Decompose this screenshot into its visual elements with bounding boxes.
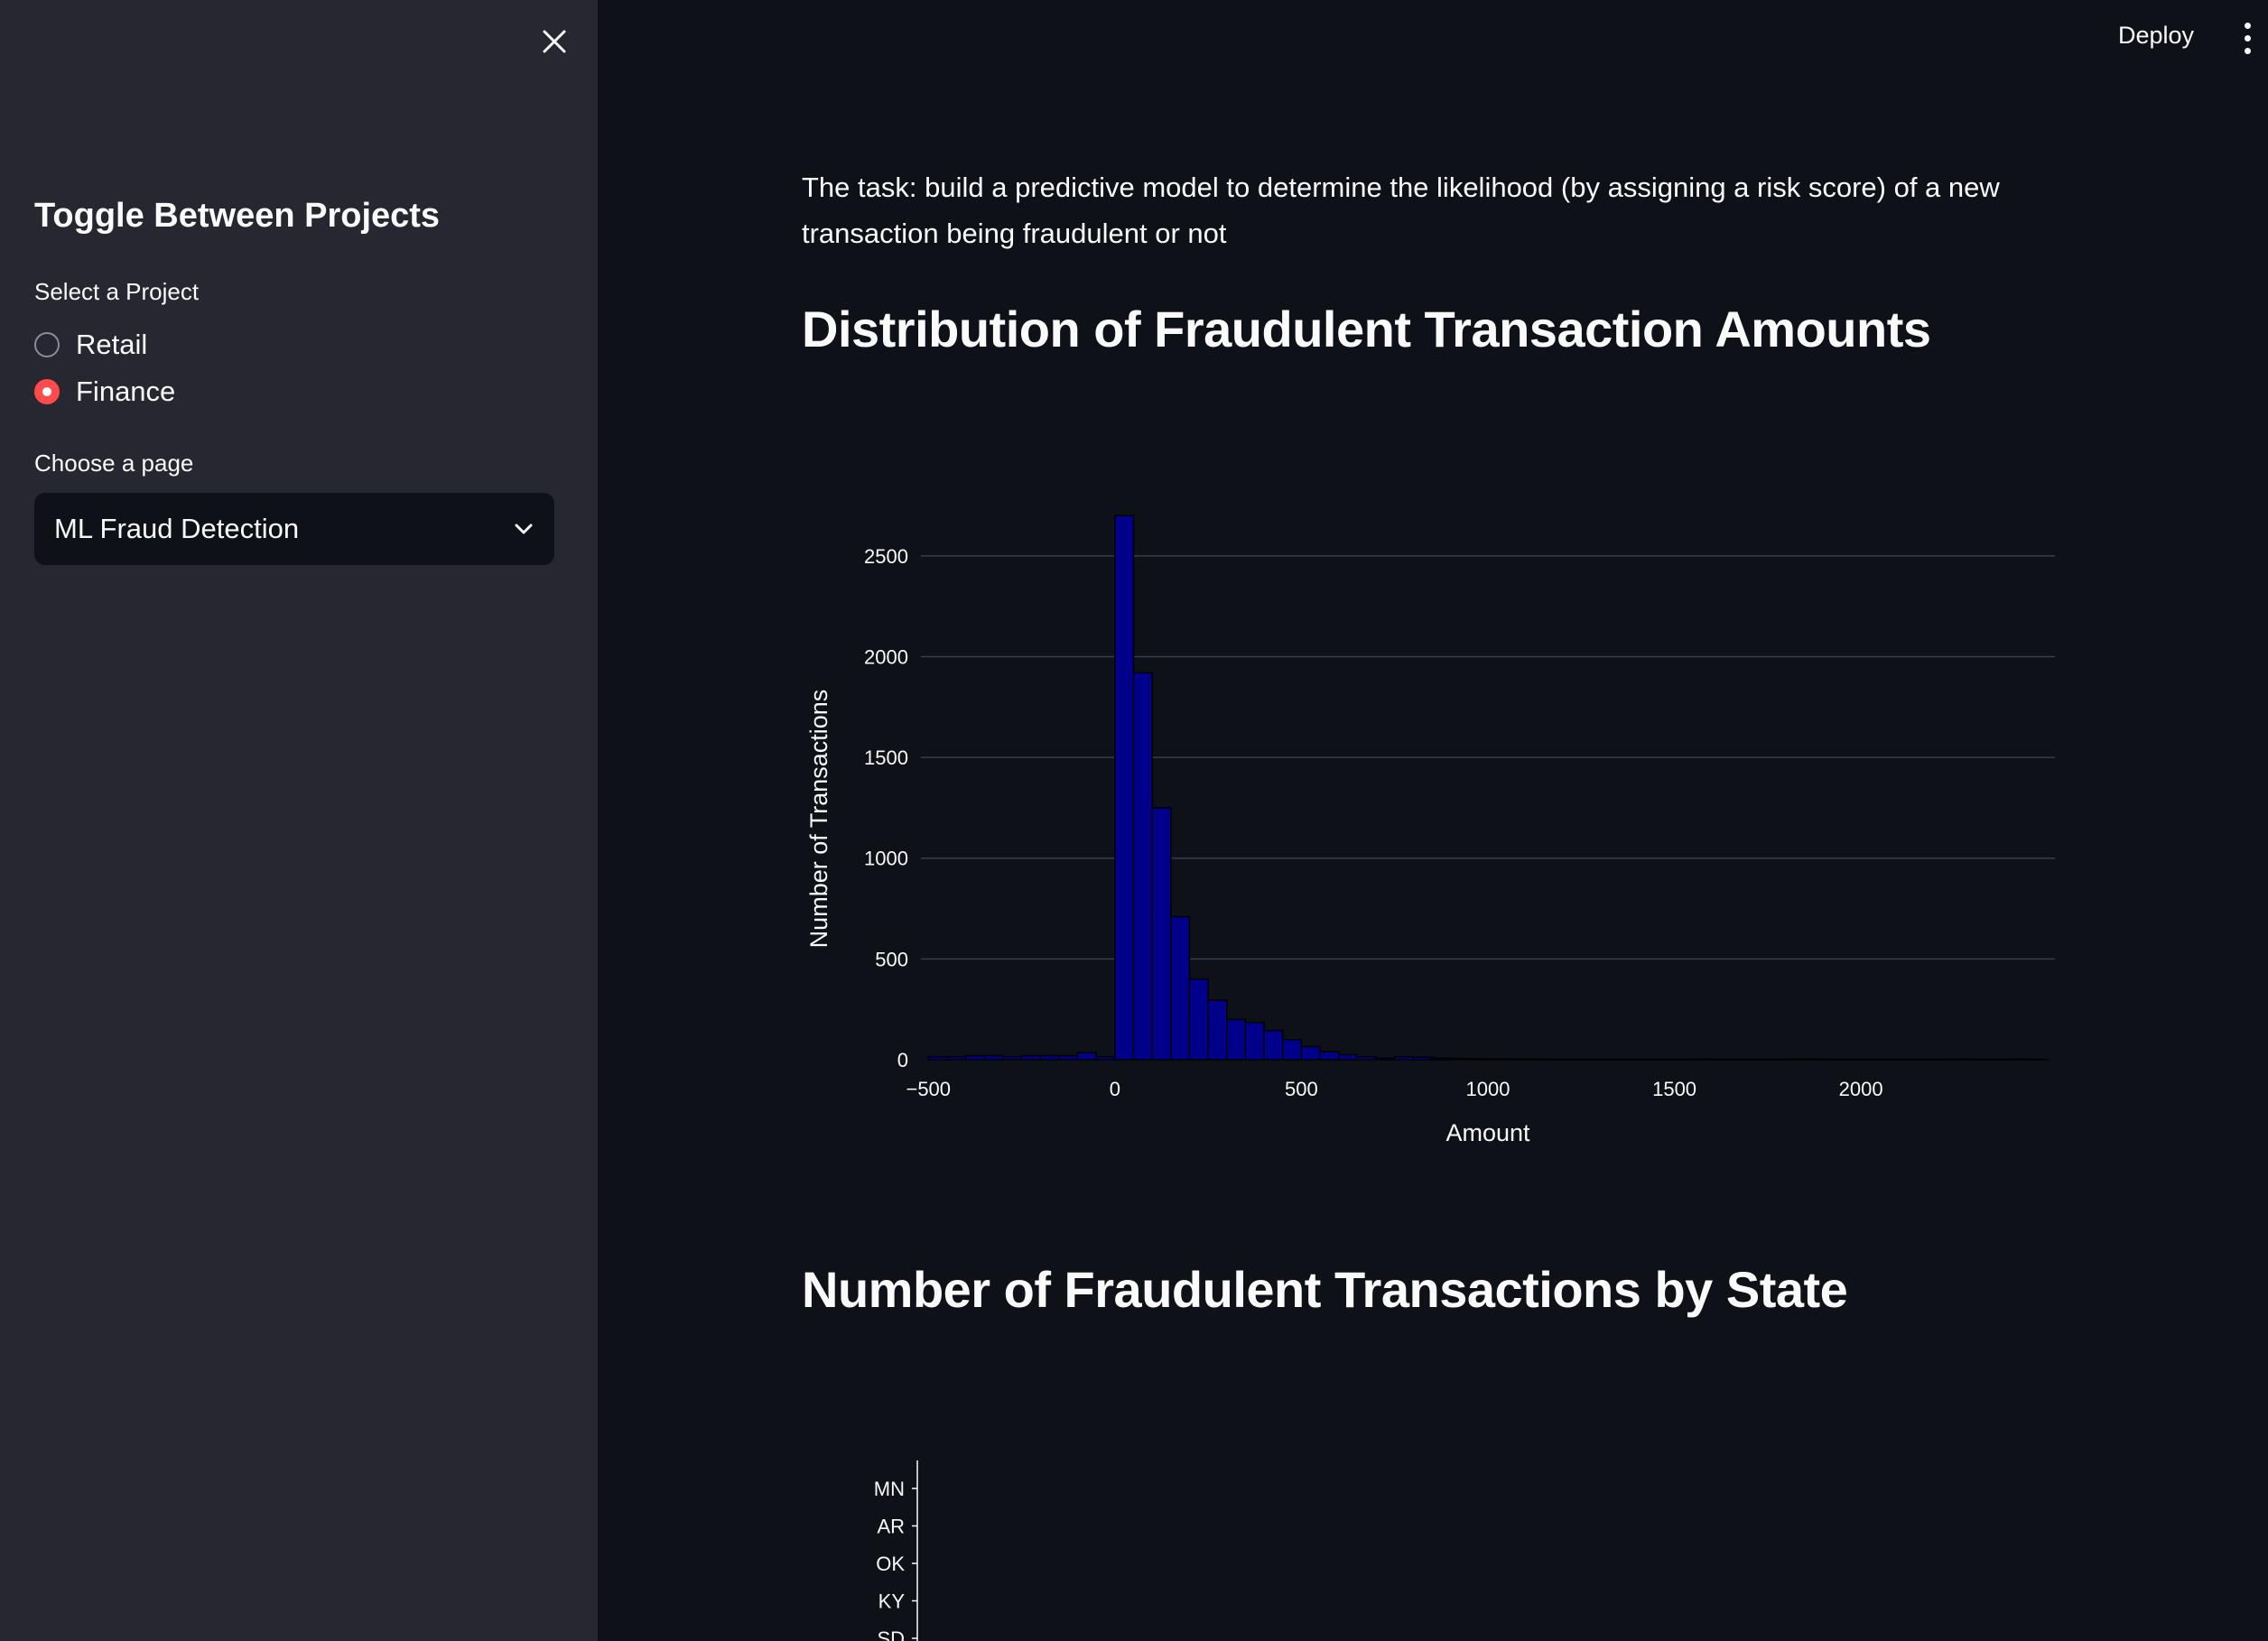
histogram-bar: [1058, 1054, 1079, 1061]
histogram-bar: [1076, 1052, 1097, 1061]
histogram-bar: [964, 1054, 985, 1061]
histogram-bar: [1263, 1029, 1284, 1061]
histogram-bar: [1356, 1055, 1377, 1061]
histogram-bar: [1282, 1038, 1303, 1061]
x-tick-label: 1000: [1466, 1078, 1510, 1100]
amount-histogram-chart: 0 500 1000 1500 2000 2500 −500 0 500 1000 1500 2000…: [805, 515, 2055, 1146]
histogram-bar: [1505, 1058, 1527, 1061]
histogram-bar: [1170, 915, 1191, 1061]
histogram-bar: [1039, 1054, 1060, 1061]
close-icon: [543, 30, 566, 53]
y-tick-label: 2000: [864, 645, 908, 668]
x-tick-label: 500: [1285, 1078, 1318, 1100]
sidebar: Toggle Between Projects Select a Project…: [0, 0, 598, 1641]
histogram-bar: [1188, 978, 1209, 1061]
y-tick-label: 500: [875, 948, 908, 970]
histogram-bar: [1449, 1057, 1471, 1061]
state-label: MN: [874, 1478, 905, 1500]
radio-unchecked-icon[interactable]: [34, 332, 60, 357]
y-tick-label: 0: [897, 1049, 908, 1071]
x-tick-label: 0: [1110, 1078, 1120, 1100]
y-tick-label: 2500: [864, 545, 908, 568]
task-description: The task: build a predictive model to de…: [802, 172, 2000, 249]
histogram-bar: [1337, 1053, 1359, 1061]
state-label: SD: [877, 1627, 905, 1641]
main-menu-button[interactable]: [2234, 16, 2261, 60]
histogram-bar: [1785, 1058, 1806, 1061]
radio-option-retail[interactable]: Retail: [34, 329, 147, 361]
menu-dot: [2244, 34, 2251, 42]
state-label: OK: [876, 1553, 905, 1575]
histogram-bar: [1207, 999, 1228, 1061]
page-select-dropdown[interactable]: ML Fraud Detection: [34, 493, 554, 565]
histogram-bar: [1468, 1058, 1489, 1061]
menu-dot: [2244, 22, 2251, 29]
x-tick-label: 1500: [1652, 1078, 1696, 1100]
deploy-button[interactable]: Deploy: [2118, 22, 2195, 49]
histogram-bar: [1114, 515, 1135, 1061]
y-tick-label: 1500: [864, 746, 908, 769]
histogram-bar: [1132, 672, 1153, 1061]
histogram-bar: [1226, 1018, 1247, 1061]
histogram-bar: [1095, 1055, 1116, 1061]
page-select-value: ML Fraud Detection: [54, 513, 300, 544]
menu-dot: [2244, 47, 2251, 54]
histogram-bar: [1300, 1045, 1321, 1061]
histogram-bar: [1002, 1055, 1023, 1061]
y-tick-label: 1000: [864, 848, 908, 870]
x-axis-label: Amount: [1445, 1119, 1530, 1146]
heading-amount-distribution: Distribution of Fraudulent Transaction A…: [802, 301, 1931, 357]
histogram-bar: [1375, 1057, 1396, 1061]
x-tick-label: 2000: [1839, 1078, 1883, 1100]
sidebar-title: Toggle Between Projects: [34, 197, 441, 235]
state-label: KY: [878, 1590, 906, 1613]
histogram-bar: [1151, 807, 1172, 1061]
radio-checked-icon[interactable]: [34, 379, 60, 404]
histogram-bar: [983, 1054, 1004, 1061]
chevron-down-icon: [515, 524, 533, 534]
state-bar-chart: MN AR OK KY SD: [874, 1460, 918, 1641]
histogram-bar: [927, 1055, 948, 1061]
close-sidebar-button[interactable]: [534, 22, 574, 61]
histogram-bar: [1020, 1054, 1041, 1061]
radio-option-label: Retail: [76, 329, 148, 360]
heading-transactions-by-state: Number of Fraudulent Transactions by Sta…: [802, 1261, 1848, 1318]
histogram-bar: [1244, 1021, 1265, 1061]
page-select-label: Choose a page: [34, 450, 194, 477]
histogram-bar: [1393, 1055, 1415, 1061]
state-label: AR: [877, 1516, 905, 1538]
histogram-bar: [1431, 1057, 1452, 1061]
radio-option-finance[interactable]: Finance: [34, 375, 175, 408]
histogram-bar: [1319, 1051, 1340, 1061]
histogram-bar: [1953, 1058, 1974, 1061]
project-radio-label: Select a Project: [34, 278, 200, 305]
histogram-bar: [2009, 1058, 2030, 1061]
histogram-bar: [1487, 1058, 1508, 1061]
y-axis-label: Number of Transactions: [805, 690, 832, 949]
histogram-bar: [946, 1055, 967, 1061]
histogram-bar: [1692, 1058, 1713, 1061]
histogram-bar: [1412, 1056, 1433, 1061]
x-tick-label: −500: [906, 1078, 951, 1100]
radio-option-label: Finance: [76, 375, 176, 407]
histogram-bar: [1804, 1058, 1825, 1061]
histogram-bar: [1524, 1058, 1545, 1061]
